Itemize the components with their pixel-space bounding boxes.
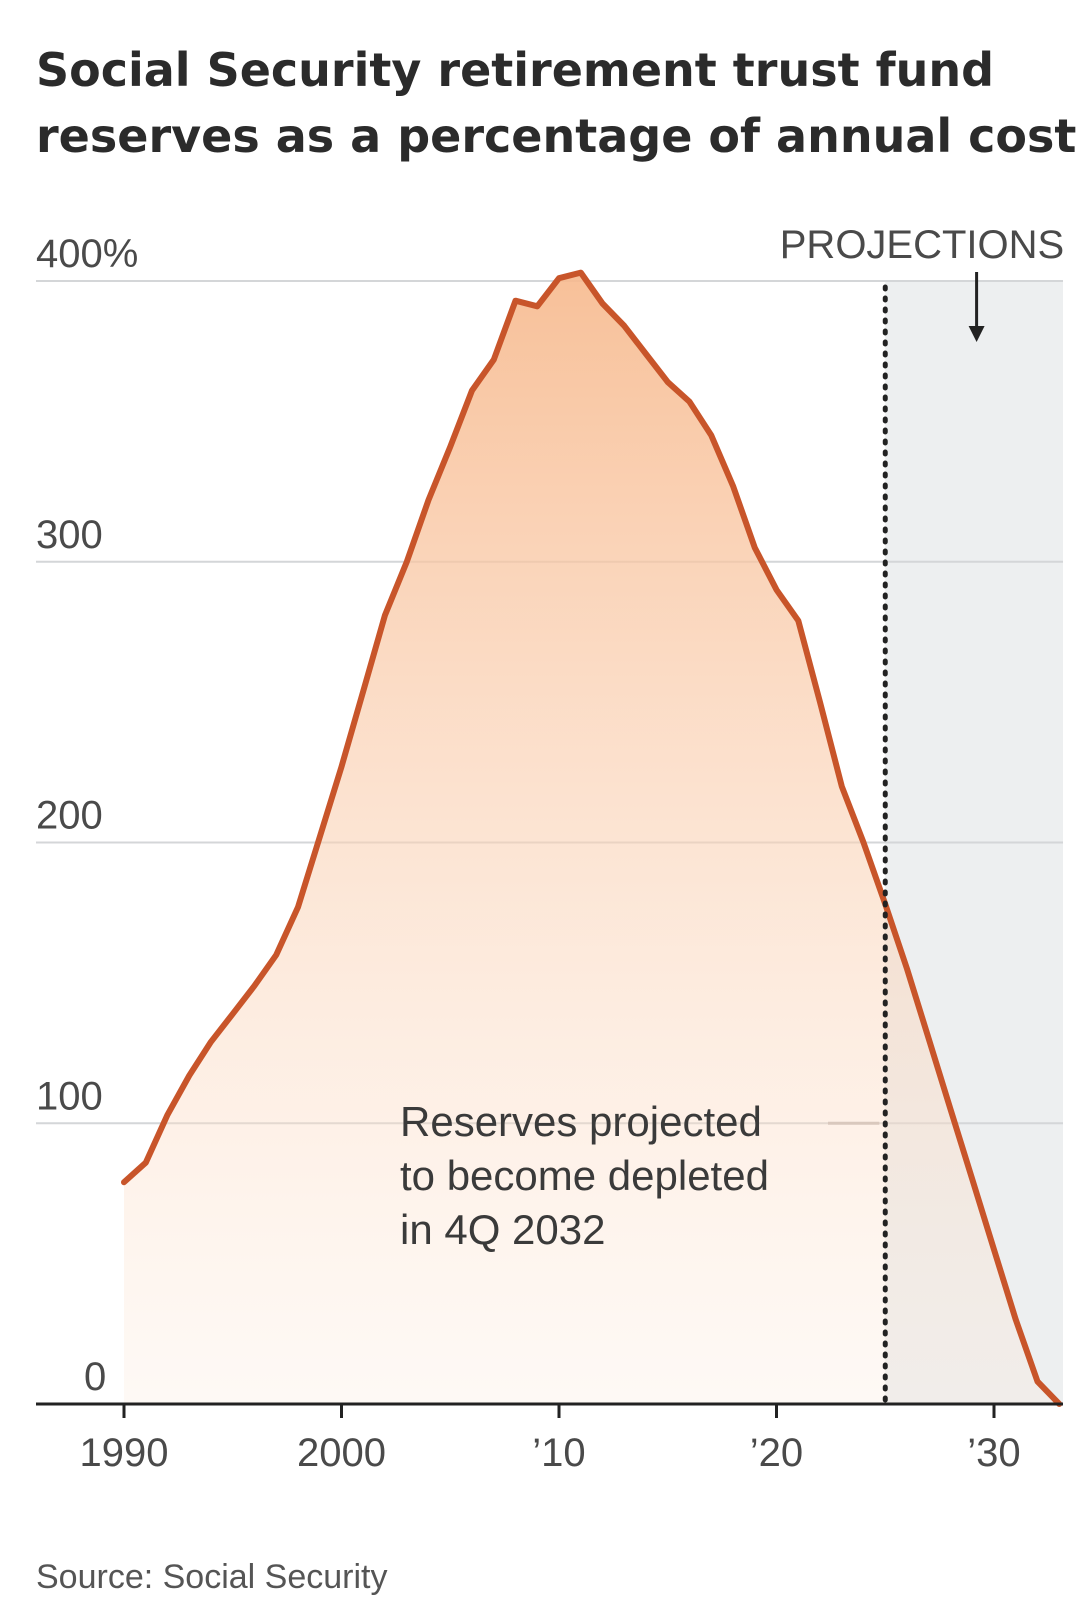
- y-tick-label: 400%: [36, 232, 138, 276]
- annotation-line: in 4Q 2032: [400, 1206, 606, 1253]
- x-tick-label: ’10: [532, 1431, 585, 1475]
- x-tick-label: ’30: [967, 1431, 1020, 1475]
- y-tick-label: 200: [36, 794, 103, 838]
- x-tick-label: 2000: [297, 1431, 386, 1475]
- y-tick-label: 100: [36, 1074, 103, 1118]
- x-axis-ticks: 1990 2000 ’10 ’20 ’30: [80, 1404, 1021, 1475]
- annotation-line: Reserves projected: [400, 1098, 762, 1145]
- y-tick-label: 0: [84, 1355, 106, 1399]
- depletion-annotation: Reserves projected to become depleted in 4…: [400, 1098, 769, 1253]
- x-tick-label: 1990: [80, 1431, 169, 1475]
- y-axis-ticks: 0 100 200 300 400%: [36, 232, 138, 1399]
- x-tick-label: ’20: [750, 1431, 803, 1475]
- chart-title: Social Security retirement trust fund: [36, 43, 994, 97]
- source-note: Source: Social Security: [36, 1558, 388, 1596]
- chart-subtitle: reserves as a percentage of annual cost: [36, 109, 1076, 163]
- y-tick-label: 300: [36, 513, 103, 557]
- reserves-line: [121, 269, 1063, 1407]
- projections-arrow-icon: [968, 272, 985, 342]
- projections-label: PROJECTIONS: [780, 223, 1064, 267]
- reserves-area: [124, 272, 1060, 1405]
- annotation-line: to become depleted: [400, 1152, 769, 1199]
